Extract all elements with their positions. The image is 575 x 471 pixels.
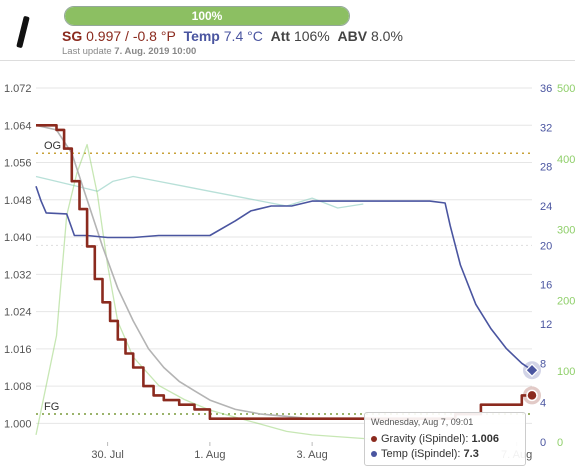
- y-left-tick-7: 1.056: [4, 158, 32, 170]
- stats-line: SG 0.997 / -0.8 °P Temp 7.4 °C Att 106% …: [62, 28, 403, 44]
- y-left-tick-1: 1.008: [4, 381, 32, 393]
- sg-value: 0.997 / -0.8 °P: [86, 28, 176, 44]
- temp-dot-icon: [371, 451, 377, 458]
- gravity-dot-icon: [371, 436, 377, 443]
- gray-gravity-series: [35, 124, 313, 420]
- tooltip-header: Wednesday, Aug 7, 09:01: [371, 417, 474, 427]
- progress-bar: 100%: [64, 6, 350, 26]
- y-left-tick-6: 1.048: [4, 195, 32, 207]
- y-left-tick-5: 1.040: [4, 232, 32, 244]
- y-right-temp-tick-6: 24: [540, 201, 552, 213]
- y-right-temp-tick-3: 12: [540, 319, 552, 331]
- y-right-temp-tick-5: 20: [540, 240, 552, 252]
- tooltip-gravity-value: 1.006: [471, 433, 500, 445]
- tooltip-row-gravity: Gravity (iSpindel): 1.006: [371, 433, 499, 445]
- logo-mark: [16, 15, 30, 49]
- temp-hover-point: [525, 363, 539, 378]
- y-right-second-tick-1: 100: [557, 366, 575, 378]
- y-left-tick-9: 1.072: [4, 83, 32, 95]
- y-right-temp-tick-4: 16: [540, 280, 552, 292]
- fermentation-chart[interactable]: 1.000 1.008 1.016 1.024 1.032 1.040 1.048 1.056…: [0, 60, 575, 471]
- abv-key: ABV: [337, 28, 368, 44]
- y-right-second-tick-0: 0: [557, 437, 563, 449]
- temp-key: Temp: [183, 28, 220, 44]
- y-right-temp-tick-1: 4: [540, 398, 546, 410]
- sg-key: SG: [62, 28, 83, 44]
- att-value: 106%: [293, 28, 330, 44]
- tooltip-row-temp: Temp (iSpindel): 7.3: [371, 448, 479, 460]
- y-left-tick-8: 1.064: [4, 120, 32, 132]
- progress-fill: [65, 7, 349, 25]
- y-left-tick-4: 1.032: [4, 269, 32, 281]
- gravity-series: [36, 124, 532, 420]
- progress-label: 100%: [191, 9, 223, 23]
- reference-label-og: OG: [44, 140, 61, 152]
- att-key: Att: [270, 28, 291, 44]
- last-update-prefix: Last update: [62, 46, 112, 57]
- y-right-second-tick-4: 400: [557, 154, 575, 166]
- y-right-temp-tick-2: 8: [540, 358, 546, 370]
- y-right-temp-tick-7: 28: [540, 162, 552, 174]
- y-right-temp-tick-9: 36: [540, 83, 552, 95]
- y-right-second-tick-3: 300: [557, 225, 575, 237]
- y-right-second-tick-5: 500: [557, 83, 575, 95]
- y-right-temp-tick-8: 32: [540, 122, 552, 134]
- x-tick-0: 30. Jul: [91, 449, 123, 461]
- tooltip-temp-value: 7.3: [463, 448, 479, 460]
- last-update-value: 7. Aug. 2019 10:00: [114, 46, 197, 57]
- y-right-second-tick-2: 200: [557, 295, 575, 307]
- last-update: Last update 7. Aug. 2019 10:00: [62, 46, 196, 57]
- x-tick-2: 3. Aug: [297, 449, 328, 461]
- reference-label-fg: FG: [44, 401, 59, 413]
- tooltip-temp-label: Temp (iSpindel):: [381, 448, 461, 460]
- temp-series: [35, 186, 533, 371]
- y-left-tick-2: 1.016: [4, 344, 32, 356]
- gravity-hover-point: [526, 389, 538, 402]
- y-left-tick-0: 1.000: [4, 418, 32, 430]
- tooltip-gravity-label: Gravity (iSpindel):: [381, 433, 469, 445]
- abv-value: 8.0%: [370, 28, 403, 44]
- x-tick-1: 1. Aug: [194, 449, 225, 461]
- y-left-tick-3: 1.024: [4, 307, 32, 319]
- y-right-temp-tick-0: 0: [540, 437, 546, 449]
- chart-tooltip: Wednesday, Aug 7, 09:01 Gravity (iSpinde…: [364, 412, 526, 466]
- temp-value: 7.4 °C: [223, 28, 263, 44]
